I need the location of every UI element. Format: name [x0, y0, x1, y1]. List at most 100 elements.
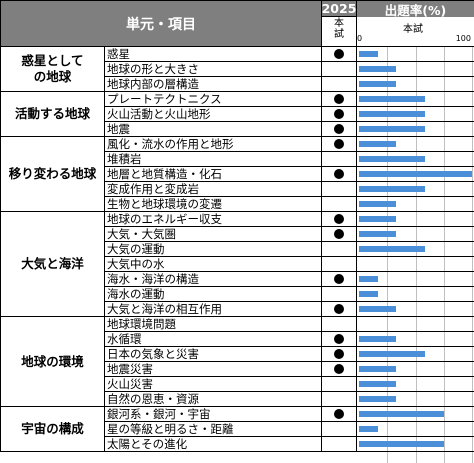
item-name: 海水の運動	[105, 287, 322, 302]
bar-gridline	[387, 47, 388, 463]
honshi-mark-cell	[322, 182, 357, 197]
honshi-mark-cell	[322, 422, 357, 437]
unit-label: 移り変わる地球	[8, 166, 97, 181]
rate-bar-cell	[357, 122, 474, 137]
rate-bar-cell	[357, 182, 474, 197]
header-scale: 本試 0 100	[357, 17, 474, 47]
item-name: 星の等級と明るさ・距離	[105, 422, 322, 437]
honshi-mark-cell	[322, 227, 357, 242]
item-name: 大気と海洋の相互作用	[105, 302, 322, 317]
item-name: 惑星	[105, 47, 322, 62]
item-name: 地層と地質構造・化石	[105, 167, 322, 182]
honshi-mark-cell	[322, 362, 357, 377]
rate-bar	[359, 51, 378, 57]
rate-bar	[359, 216, 396, 222]
table-row: 太陽とその進化	[105, 437, 474, 452]
honshi-mark-cell	[322, 407, 357, 422]
rate-bar	[359, 396, 396, 402]
honshi-mark-cell	[322, 62, 357, 77]
honshi-mark-cell	[322, 77, 357, 92]
header-unit-item-label: 単元・項目	[126, 16, 196, 33]
table-row: 風化・流水の作用と地形	[105, 137, 474, 152]
rate-bar	[359, 126, 425, 132]
item-name: 風化・流水の作用と地形	[105, 137, 322, 152]
rate-bar-cell	[357, 287, 474, 302]
item-name: 日本の気象と災害	[105, 347, 322, 362]
column-divider	[104, 47, 105, 452]
rate-bar	[359, 291, 378, 297]
rate-bar-cell	[357, 107, 474, 122]
filled-circle-icon	[334, 274, 344, 284]
table-row: 日本の気象と災害	[105, 347, 474, 362]
rate-bar-cell	[357, 47, 474, 62]
rate-bar	[359, 186, 425, 192]
honshi-mark-cell	[322, 152, 357, 167]
rate-bar	[359, 441, 444, 447]
unit-cell: 活動する地球	[0, 92, 105, 137]
scale-label: 本試	[403, 24, 423, 35]
rate-bar	[359, 201, 396, 207]
rate-bar-cell	[357, 242, 474, 257]
honshi-mark-cell	[322, 197, 357, 212]
table-row: 火山災害	[105, 377, 474, 392]
item-name: 水循環	[105, 332, 322, 347]
rate-bar-cell	[357, 152, 474, 167]
table-row: 地球のエネルギー収支	[105, 212, 474, 227]
rate-bar-cell	[357, 347, 474, 362]
table-row: 惑星	[105, 47, 474, 62]
table-row: プレートテクトニクス	[105, 92, 474, 107]
table-row: 変成作用と変成岩	[105, 182, 474, 197]
item-name: 火山活動と火山地形	[105, 107, 322, 122]
unit-cell: 惑星としての地球	[0, 47, 105, 92]
honshi-mark-cell	[322, 272, 357, 287]
rate-bar-cell	[357, 332, 474, 347]
unit-cell: 宇宙の構成	[0, 407, 105, 452]
item-name: 堆積岩	[105, 152, 322, 167]
header-honshi-label: 本試	[334, 18, 344, 40]
honshi-mark-cell	[322, 92, 357, 107]
honshi-mark-cell	[322, 302, 357, 317]
honshi-mark-cell	[322, 137, 357, 152]
table-row: 地球の形と大きさ	[105, 62, 474, 77]
unit-label: 活動する地球	[14, 106, 90, 121]
rate-bar	[359, 231, 396, 237]
rate-bar	[359, 246, 425, 252]
filled-circle-icon	[334, 229, 344, 239]
table-row: 大気の運動	[105, 242, 474, 257]
table-row: 火山活動と火山地形	[105, 107, 474, 122]
table-row: 大気と海洋の相互作用	[105, 302, 474, 317]
honshi-mark-cell	[322, 287, 357, 302]
rate-bar-cell	[357, 392, 474, 407]
table-row: 銀河系・銀河・宇宙	[105, 407, 474, 422]
rate-bar-cell	[357, 92, 474, 107]
rate-bar	[359, 336, 396, 342]
table-row: 星の等級と明るさ・距離	[105, 422, 474, 437]
rate-bar	[359, 141, 396, 147]
item-name: 地震災害	[105, 362, 322, 377]
rate-bar-cell	[357, 212, 474, 227]
rate-bar-cell	[357, 377, 474, 392]
rate-bar-cell	[357, 77, 474, 92]
rate-bar	[359, 276, 378, 282]
unit-cell: 移り変わる地球	[0, 137, 105, 212]
table-row: 生物と地球環境の変遷	[105, 197, 474, 212]
rate-bar-cell	[357, 272, 474, 287]
filled-circle-icon	[334, 109, 344, 119]
table-row: 自然の恩恵・資源	[105, 392, 474, 407]
scale-max-label: 100	[455, 34, 471, 43]
honshi-mark-cell	[322, 332, 357, 347]
item-name: 変成作用と変成岩	[105, 182, 322, 197]
rate-bar	[359, 171, 472, 177]
table-row: 堆積岩	[105, 152, 474, 167]
table-row: 地球内部の層構造	[105, 77, 474, 92]
rate-bar-cell	[357, 362, 474, 377]
table-row: 地球環境問題	[105, 317, 474, 332]
bar-gridline	[472, 47, 473, 463]
honshi-mark-cell	[322, 47, 357, 62]
item-name: 火山災害	[105, 377, 322, 392]
filled-circle-icon	[334, 409, 344, 419]
honshi-mark-cell	[322, 212, 357, 227]
bar-gridline	[444, 47, 445, 463]
rate-bar-cell	[357, 62, 474, 77]
table-row: 地震災害	[105, 362, 474, 377]
